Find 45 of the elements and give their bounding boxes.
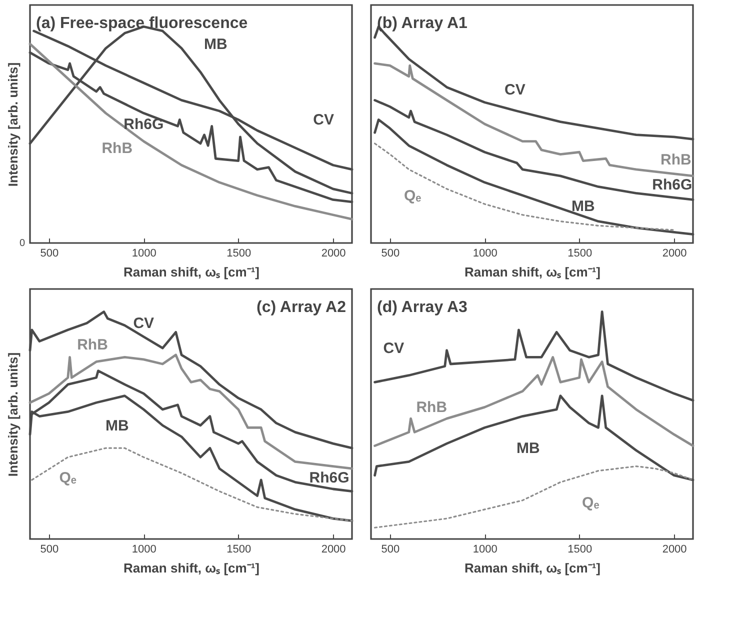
- y-axis-title: Intensity [arb. units]: [6, 62, 20, 187]
- chart-title: (c) Array A2: [256, 299, 346, 316]
- x-tick-label: 2000: [662, 248, 687, 260]
- x-tick-label: 1500: [568, 248, 592, 260]
- x-tick-label: 500: [40, 544, 59, 556]
- series-label: CV: [383, 340, 404, 358]
- chart-title: (b) Array A1: [377, 15, 468, 32]
- series-label: RhB: [102, 140, 133, 157]
- x-tick-label: 500: [381, 248, 400, 260]
- series-label: Qₑ: [59, 470, 77, 487]
- x-axis-title: Raman shift, ωₛ [cm⁻¹]: [464, 264, 600, 280]
- x-tick-label: 1000: [472, 248, 498, 260]
- series-label: MB: [204, 36, 228, 53]
- x-tick-label: 1500: [226, 248, 252, 260]
- series-label: MB: [516, 440, 540, 458]
- x-axis-title: Raman shift, ωₛ [cm⁻¹]: [124, 560, 260, 576]
- x-tick-label: 1000: [132, 544, 156, 556]
- chart-title: (a) Free-space fluorescence: [36, 15, 248, 32]
- x-axis-title: Raman shift, ωₛ [cm⁻¹]: [124, 264, 260, 280]
- x-tick-label: 1000: [472, 544, 498, 556]
- x-tick-label: 1500: [226, 544, 252, 556]
- series-label: Rh6G: [309, 470, 350, 487]
- series-label: Rh6G: [652, 176, 692, 194]
- y-axis-title: Intensity [arb. units]: [6, 352, 20, 477]
- x-tick-label: 1000: [132, 248, 156, 260]
- series-label: MB: [571, 198, 595, 216]
- chart-title: (d) Array A3: [377, 299, 468, 316]
- series-label: CV: [133, 315, 154, 332]
- text: 0: [19, 238, 26, 249]
- series-label: RhB: [77, 336, 108, 354]
- x-tick-label: 2000: [662, 544, 687, 556]
- series-label: RhB: [660, 152, 692, 169]
- x-tick-label: 2000: [321, 544, 346, 556]
- series-label: Qₑ: [582, 494, 600, 512]
- x-tick-label: 1500: [568, 544, 592, 556]
- series-label: RhB: [416, 399, 448, 416]
- series-label: Rh6G: [124, 116, 164, 133]
- x-axis-title: Raman shift, ωₛ [cm⁻¹]: [464, 560, 600, 576]
- x-tick-label: 500: [381, 544, 400, 556]
- series-label: MB: [105, 417, 129, 434]
- series-label: Qₑ: [404, 187, 422, 204]
- series-label: CV: [504, 81, 526, 98]
- x-tick-label: 2000: [321, 248, 346, 260]
- x-tick-label: 500: [40, 248, 59, 260]
- series-label: CV: [313, 112, 334, 129]
